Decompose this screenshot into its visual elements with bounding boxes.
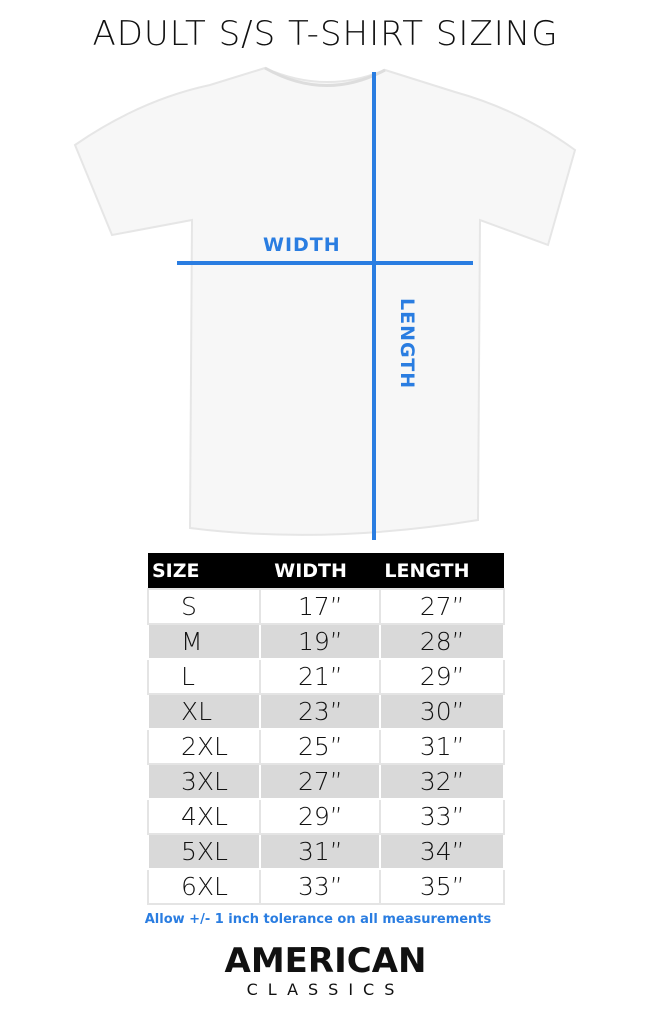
tshirt-collar <box>264 66 386 87</box>
tolerance-note: Allow +/- 1 inch tolerance on all measur… <box>144 912 492 927</box>
cell-length: 27” <box>379 588 505 625</box>
cell-size: 6XL <box>146 868 262 905</box>
cell-width: 23” <box>259 693 382 730</box>
length-label: LENGTH <box>396 298 418 390</box>
table-row: L 21” 29” <box>146 658 505 695</box>
cell-length: 34” <box>379 833 505 870</box>
header-length: LENGTH <box>380 553 504 589</box>
cell-width: 19” <box>259 623 382 660</box>
cell-width: 29” <box>259 798 382 835</box>
cell-size: 5XL <box>146 833 262 870</box>
cell-size: L <box>146 658 262 695</box>
cell-width: 31” <box>259 833 382 870</box>
cell-size: XL <box>146 693 262 730</box>
table-row: 3XL 27” 32” <box>146 763 505 800</box>
cell-length: 28” <box>379 623 505 660</box>
table-row: M 19” 28” <box>146 623 505 660</box>
header-size: SIZE <box>148 553 261 589</box>
brand-logo-line2: CLASSICS <box>246 980 405 999</box>
brand-logo-line1: AMERICAN <box>224 941 427 981</box>
cell-size: S <box>146 588 262 625</box>
header-width: WIDTH <box>260 553 381 589</box>
width-label: WIDTH <box>263 234 341 256</box>
tshirt-shape <box>73 66 577 536</box>
cell-width: 33” <box>259 868 382 905</box>
table-row: 4XL 29” 33” <box>146 798 505 835</box>
cell-size: 3XL <box>146 763 262 800</box>
cell-length: 33” <box>379 798 505 835</box>
table-row: 2XL 25” 31” <box>146 728 505 765</box>
size-table: SIZE WIDTH LENGTH S 17” 27” M 19” 28” L 21” 29” X… <box>146 553 505 905</box>
cell-length: 31” <box>379 728 505 765</box>
cell-width: 27” <box>259 763 382 800</box>
table-row: 6XL 33” 35” <box>146 868 505 905</box>
cell-size: 2XL <box>146 728 262 765</box>
cell-width: 21” <box>259 658 382 695</box>
cell-width: 25” <box>259 728 382 765</box>
page-title: ADULT S/S T-SHIRT SIZING <box>92 14 559 54</box>
cell-size: M <box>146 623 262 660</box>
cell-length: 29” <box>379 658 505 695</box>
cell-size: 4XL <box>146 798 262 835</box>
table-row: XL 23” 30” <box>146 693 505 730</box>
table-row: S 17” 27” <box>146 588 505 625</box>
cell-length: 35” <box>379 868 505 905</box>
cell-length: 32” <box>379 763 505 800</box>
table-row: 5XL 31” 34” <box>146 833 505 870</box>
cell-length: 30” <box>379 693 505 730</box>
cell-width: 17” <box>259 588 382 625</box>
tshirt-diagram <box>73 66 577 540</box>
